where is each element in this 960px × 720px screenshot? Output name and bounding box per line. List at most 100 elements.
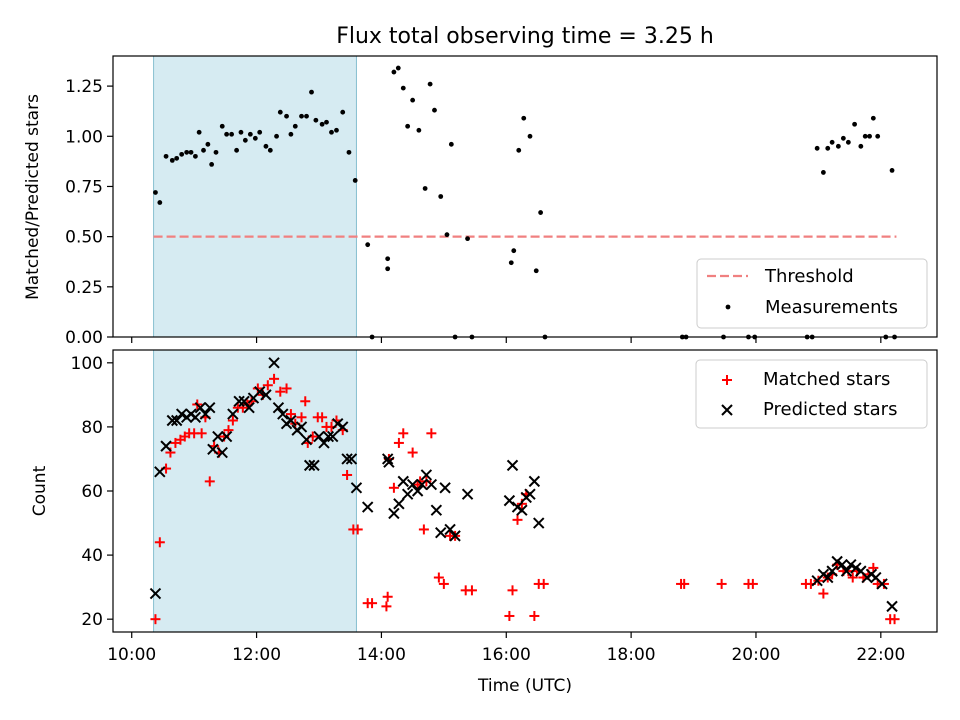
measurement-point-7 <box>188 149 194 155</box>
measurement-point-80 <box>840 135 846 141</box>
predicted-point-2-b <box>160 440 172 452</box>
predicted-point-17 <box>233 395 245 407</box>
predicted-point-40-b <box>345 453 358 465</box>
legend-measurement-swatch <box>725 304 731 310</box>
x-tick-label-2: 14:00 <box>357 645 406 665</box>
predicted-point-70 <box>822 571 834 584</box>
legend-predicted-marker <box>721 404 733 416</box>
predicted-point-13-b <box>212 430 224 443</box>
x-tick-label-1: 12:00 <box>232 645 281 665</box>
measurement-point-52 <box>427 81 433 87</box>
y-tick-label-0: 20 <box>81 610 103 630</box>
predicted-point-49-b <box>406 478 419 491</box>
measurement-point-43 <box>385 256 391 262</box>
measurement-point-44 <box>385 266 391 272</box>
legend-frame-top <box>696 258 928 329</box>
predicted-point-11-b <box>204 401 216 414</box>
predicted-point-60-b <box>503 494 516 507</box>
predicted-point-55-b <box>435 526 447 539</box>
y-axis-ticks-top: 0.00 0.25 0.50 0.75 1.00 1.25 <box>65 77 113 348</box>
measurement-point-13 <box>213 149 219 155</box>
matched-point-72 <box>679 578 690 589</box>
predicted-point-75-b <box>845 558 857 571</box>
matched-point-1 <box>154 537 165 548</box>
predicted-point-51 <box>416 478 428 491</box>
legend-frame-bottom <box>695 359 928 429</box>
predicted-point-42-b <box>361 501 374 513</box>
predicted-point-18 <box>238 395 250 407</box>
y-tick-label-3: 80 <box>81 418 103 438</box>
predicted-point-1-b <box>154 466 166 478</box>
y-tick-label-5: 1.25 <box>65 77 103 97</box>
predicted-point-35-b <box>322 430 335 443</box>
matched-point-75 <box>747 578 758 589</box>
measurement-point-85 <box>867 133 872 139</box>
predicted-point-77-b <box>855 565 867 577</box>
predicted-point-70-b <box>822 571 834 584</box>
predicted-point-39-b <box>341 453 353 465</box>
predicted-point-37 <box>332 417 344 430</box>
measurement-point-14 <box>219 123 225 129</box>
matched-point-30 <box>296 412 307 423</box>
matched-point-51 <box>407 447 418 458</box>
predicted-point-19 <box>243 401 255 414</box>
predicted-point-22 <box>260 389 272 401</box>
predicted-point-45-b <box>388 507 400 520</box>
predicted-point-54-b <box>430 504 443 516</box>
predicted-point-12 <box>207 443 219 456</box>
measurement-points <box>153 65 897 340</box>
predicted-point-18-b <box>238 395 250 407</box>
axes-frame-bottom <box>112 349 938 633</box>
measurement-point-21 <box>252 135 258 141</box>
measurement-point-12 <box>209 161 215 167</box>
measurement-point-34 <box>319 121 325 127</box>
predicted-point-56 <box>439 482 451 494</box>
predicted-point-47-b <box>397 475 409 488</box>
predicted-point-65 <box>524 488 536 500</box>
measurement-point-66 <box>538 210 544 215</box>
predicted-point-30 <box>300 434 313 446</box>
predicted-point-51-b <box>416 478 428 491</box>
matched-point-12 <box>204 476 215 487</box>
predicted-point-63 <box>516 504 528 516</box>
predicted-point-46 <box>393 498 405 510</box>
y-axis-label-top: Matched/Predicted stars <box>23 94 43 300</box>
matched-point-46 <box>382 591 393 602</box>
x-tick-label-3: 16:00 <box>482 645 531 665</box>
predicted-point-25-b <box>277 408 289 420</box>
predicted-point-67 <box>533 517 545 529</box>
measurement-point-27 <box>284 113 289 119</box>
predicted-point-74 <box>840 565 853 577</box>
y-tick-label-3: 0.75 <box>65 177 103 197</box>
predicted-point-74-b <box>840 565 853 577</box>
predicted-point-33 <box>313 430 325 443</box>
measurement-point-81 <box>845 139 851 145</box>
predicted-point-76 <box>850 562 862 574</box>
predicted-point-21 <box>253 385 266 398</box>
measurement-point-76 <box>820 170 826 175</box>
predicted-point-44-b <box>383 456 395 468</box>
x-axis-ticks-bottom: 10:00 12:00 14:00 16:00 18:00 20:00 22:00 <box>107 632 905 665</box>
legend-predicted-marker-b <box>721 404 733 416</box>
matched-point-91 <box>878 578 889 589</box>
matched-point-79 <box>818 588 829 599</box>
predicted-point-9-b <box>194 401 207 414</box>
predicted-point-9 <box>194 401 207 414</box>
predicted-point-46-b <box>393 498 405 510</box>
matched-point-0 <box>150 614 161 625</box>
matched-point-58 <box>438 578 449 589</box>
predicted-point-50 <box>411 485 424 497</box>
predicted-point-58 <box>449 530 461 542</box>
measurement-point-78 <box>829 139 835 145</box>
predicted-point-29-b <box>295 421 308 433</box>
predicted-point-33-b <box>313 430 325 443</box>
predicted-point-19-b <box>243 401 255 414</box>
matched-point-65 <box>512 514 523 525</box>
measurement-point-62 <box>516 147 522 153</box>
matched-point-28 <box>285 409 296 420</box>
measurement-point-63 <box>521 115 527 121</box>
measurement-point-28 <box>288 131 294 137</box>
y-tick-label-2: 60 <box>81 482 103 502</box>
predicted-point-50-b <box>411 485 424 497</box>
predicted-point-37-b <box>332 417 344 430</box>
